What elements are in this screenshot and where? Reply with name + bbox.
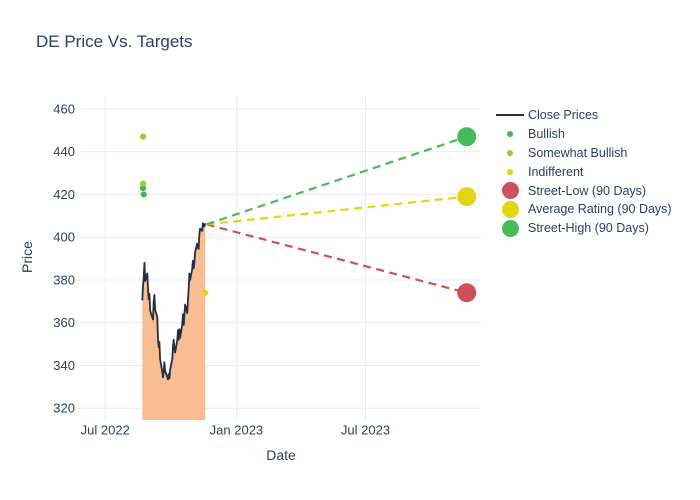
legend-street-low-label: Street-Low (90 Days) xyxy=(528,183,647,198)
legend-street-low-swatch-icon xyxy=(492,182,528,200)
legend-bullish-swatch-icon xyxy=(492,130,528,138)
legend-item-street-high[interactable]: Street-High (90 Days) xyxy=(492,219,672,238)
legend-somewhat-bullish-label: Somewhat Bullish xyxy=(528,145,628,160)
close-price-line xyxy=(141,222,206,381)
legend-item-close-prices[interactable]: Close Prices xyxy=(492,106,672,125)
x-axis-title: Date xyxy=(266,447,296,463)
legend-street-high-label: Street-High (90 Days) xyxy=(528,221,649,236)
average-rating-marker xyxy=(457,187,477,207)
y-tick-label: 400 xyxy=(53,230,75,245)
y-tick-label: 460 xyxy=(53,101,75,116)
legend-somewhat-bullish-swatch-icon xyxy=(492,149,528,157)
somewhat-bullish-point xyxy=(139,133,147,140)
bullish-point xyxy=(140,191,147,198)
indifferent-point xyxy=(201,289,209,296)
average-rating-projection-line xyxy=(206,195,467,226)
y-axis-title: Price xyxy=(19,241,35,273)
close-price-area xyxy=(142,223,206,420)
x-tick-label: Jan 2023 xyxy=(210,423,264,438)
legend-indifferent-swatch-icon xyxy=(492,168,528,176)
dot-swatch-icon xyxy=(506,149,514,157)
legend-item-indifferent[interactable]: Indifferent xyxy=(492,162,672,181)
y-tick-label: 340 xyxy=(53,358,75,373)
legend-item-average-rating[interactable]: Average Rating (90 Days) xyxy=(492,200,672,219)
x-tick-label: Jul 2022 xyxy=(81,423,130,438)
dot-swatch-icon xyxy=(501,182,519,200)
street-low-projection-line xyxy=(206,223,468,294)
bullish-point xyxy=(139,184,147,192)
legend-indifferent-label: Indifferent xyxy=(528,164,584,179)
line-swatch-icon xyxy=(496,114,524,117)
street-high-marker xyxy=(457,127,477,147)
legend-item-somewhat-bullish[interactable]: Somewhat Bullish xyxy=(492,144,672,163)
y-tick-label: 320 xyxy=(53,401,75,416)
legend: Close Prices Bullish Somewhat Bullish Indif… xyxy=(492,106,672,238)
legend-average-rating-label: Average Rating (90 Days) xyxy=(528,202,672,217)
somewhat-bullish-point xyxy=(139,180,147,187)
y-tick-label: 440 xyxy=(53,144,75,159)
legend-bullish-label: Bullish xyxy=(528,127,565,142)
street-high-projection-line xyxy=(206,135,468,226)
legend-street-high-swatch-icon xyxy=(492,219,528,237)
dot-swatch-icon xyxy=(506,130,514,138)
legend-item-street-low[interactable]: Street-Low (90 Days) xyxy=(492,181,672,200)
legend-item-bullish[interactable]: Bullish xyxy=(492,125,672,144)
legend-close-prices-label: Close Prices xyxy=(528,108,599,123)
y-tick-label: 360 xyxy=(53,315,75,330)
street-low-marker xyxy=(457,283,477,303)
x-tick-label: Jul 2023 xyxy=(341,423,390,438)
chart-title: DE Price Vs. Targets xyxy=(36,32,193,51)
legend-average-rating-swatch-icon xyxy=(492,200,528,218)
legend-close-prices-swatch-icon xyxy=(492,114,528,117)
y-tick-label: 380 xyxy=(53,272,75,287)
dot-swatch-icon xyxy=(501,219,519,237)
y-tick-label: 420 xyxy=(53,187,75,202)
dot-swatch-icon xyxy=(501,200,519,218)
dot-swatch-icon xyxy=(506,168,514,176)
